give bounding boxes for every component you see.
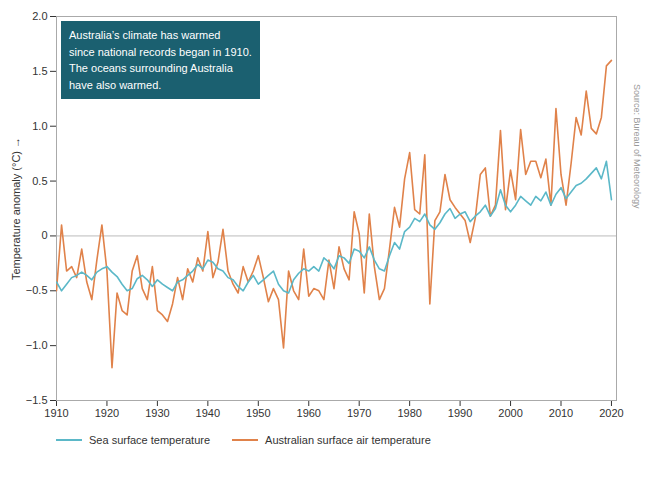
svg-text:0.5: 0.5	[32, 175, 47, 187]
svg-text:1930: 1930	[145, 407, 169, 419]
svg-text:1960: 1960	[297, 407, 321, 419]
svg-text:0: 0	[41, 229, 47, 241]
svg-text:1.0: 1.0	[32, 120, 47, 132]
svg-text:1920: 1920	[95, 407, 119, 419]
svg-text:Source: Bureau of Meteorology: Source: Bureau of Meteorology	[632, 84, 642, 209]
svg-text:1940: 1940	[196, 407, 220, 419]
svg-text:1910: 1910	[44, 407, 68, 419]
svg-text:−1.0: −1.0	[26, 339, 48, 351]
svg-text:2010: 2010	[549, 407, 573, 419]
html-text:Sea surface temperature: Sea surface temperature	[89, 434, 211, 446]
svg-text:1.5: 1.5	[32, 65, 47, 77]
svg-text:−1.5: −1.5	[26, 394, 48, 406]
svg-text:1970: 1970	[347, 407, 371, 419]
svg-text:2.0: 2.0	[32, 10, 47, 22]
html-text:Australia’s climate has warmed: Australia’s climate has warmed since nat…	[69, 29, 252, 91]
svg-text:1990: 1990	[448, 407, 472, 419]
svg-text:1950: 1950	[246, 407, 270, 419]
svg-text:Temperature anomaly (°C) →: Temperature anomaly (°C) →	[10, 137, 22, 280]
svg-text:1980: 1980	[397, 407, 421, 419]
html-text:Australian surface air tempera: Australian surface air temperature	[265, 434, 431, 446]
svg-text:−0.5: −0.5	[26, 284, 48, 296]
svg-text:2000: 2000	[498, 407, 522, 419]
svg-text:2020: 2020	[599, 407, 623, 419]
